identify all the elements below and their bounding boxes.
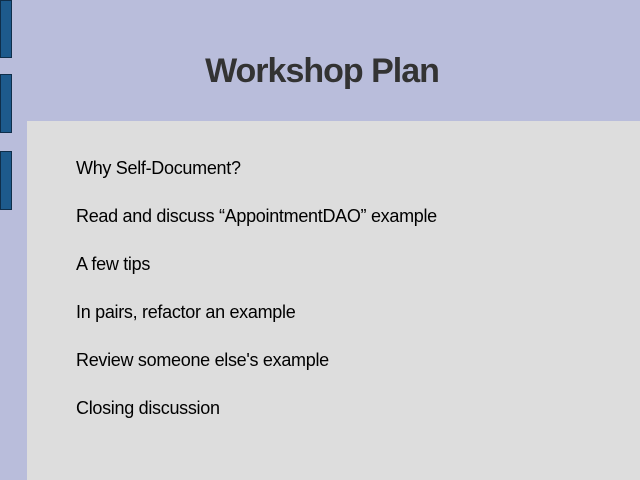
content-panel bbox=[27, 121, 640, 480]
agenda-item: Review someone else's example bbox=[76, 350, 329, 370]
agenda-item: Why Self-Document? bbox=[76, 158, 241, 178]
agenda-item: Read and discuss “AppointmentDAO” exampl… bbox=[76, 206, 437, 226]
agenda-list: Why Self-Document? Read and discuss “App… bbox=[76, 156, 437, 444]
agenda-item: In pairs, refactor an example bbox=[76, 302, 296, 322]
agenda-item: Closing discussion bbox=[76, 398, 220, 418]
slide-title: Workshop Plan bbox=[205, 52, 440, 90]
side-bar-decoration bbox=[0, 151, 12, 210]
agenda-item: A few tips bbox=[76, 254, 151, 274]
side-bar-decoration bbox=[0, 0, 12, 58]
side-bar-decoration bbox=[0, 74, 12, 133]
